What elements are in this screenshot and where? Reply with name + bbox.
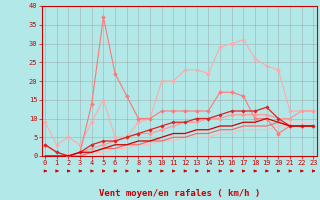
Text: Vent moyen/en rafales ( km/h ): Vent moyen/en rafales ( km/h ) <box>99 189 260 198</box>
